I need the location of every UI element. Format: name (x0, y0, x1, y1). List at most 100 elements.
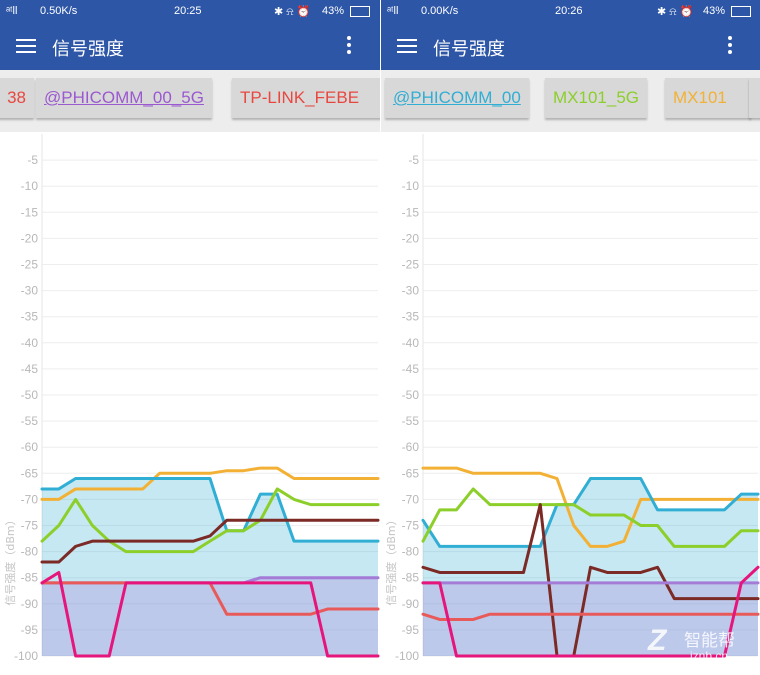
series-line (421, 477, 760, 548)
y-tick-label: -80 (402, 545, 420, 559)
series-line (421, 466, 760, 548)
y-tick-label: -80 (21, 545, 39, 559)
y-tick-label: -70 (402, 492, 420, 506)
ssid-tab-label: MX101_5G (553, 88, 639, 107)
y-tick-label: -45 (402, 362, 420, 376)
y-tick-label: -20 (402, 231, 420, 245)
ssid-tab-label: MX101 (673, 88, 727, 107)
y-tick-label: -60 (21, 440, 39, 454)
ssid-tab[interactable]: TP-LINK_FEBE (232, 78, 380, 118)
y-tick-label: -75 (402, 519, 420, 533)
battery-icon (350, 6, 370, 17)
signal-chart-svg: -5 -10 -15 -20 -25 -30 -35 -40 -45 -50 -55 -60 -65 -7… (395, 134, 760, 663)
series-line (421, 612, 760, 621)
y-tick-label: -75 (21, 519, 39, 533)
y-tick-label: -30 (402, 284, 420, 298)
y-tick-label: -40 (402, 336, 420, 350)
ssid-tab-label: @PHICOMM_00_5G (44, 88, 204, 107)
y-tick-label: -10 (402, 179, 420, 193)
ssid-tab[interactable]: @PHICOMM_00 (385, 78, 529, 118)
status-bar: ᵃᵗll 0.00K/s 20:26 ✱ ⍾ ⏰ 43% (381, 0, 760, 22)
more-options-icon[interactable] (727, 36, 733, 58)
status-icons: ✱ ⍾ ⏰ (274, 6, 311, 18)
y-tick-label: -15 (21, 205, 39, 219)
series-line (421, 503, 760, 658)
battery-level: 43% (322, 5, 345, 17)
ssid-tab-label: 38 (7, 88, 26, 107)
y-tick-label: -95 (21, 623, 39, 637)
y-axis-label: 信号强度（dBm） (385, 514, 398, 606)
series-line (40, 477, 380, 543)
y-tick-label: -15 (402, 205, 420, 219)
app-title: 信号强度 (52, 39, 124, 60)
app-bar: 信号强度 (381, 22, 760, 70)
y-tick-label: -5 (408, 153, 419, 167)
y-tick-label: -100 (14, 649, 38, 663)
watermark-url: iznb.cn (690, 649, 729, 663)
series-line (421, 565, 760, 658)
y-tick-label: -85 (402, 571, 420, 585)
y-tick-label: -35 (402, 310, 420, 324)
app-title: 信号强度 (433, 39, 505, 60)
ssid-tab[interactable]: 38 (0, 78, 34, 118)
y-tick-label: -95 (402, 623, 420, 637)
series-area (42, 478, 378, 656)
y-tick-label: -25 (21, 258, 39, 272)
battery-level: 43% (703, 5, 726, 17)
ssid-tab[interactable]: MX101 (665, 78, 751, 118)
y-tick-label: -90 (21, 597, 39, 611)
y-tick-label: -50 (21, 388, 39, 402)
series-line (40, 570, 380, 658)
y-tick-label: -20 (21, 231, 39, 245)
ssid-tab[interactable] (749, 78, 760, 118)
signal-indicator: ᵃᵗll (387, 5, 399, 17)
clock: 20:26 (555, 5, 583, 17)
watermark-text: 智能帮 (684, 631, 735, 651)
signal-chart-svg: -5 -10 -15 -20 -25 -30 -35 -40 -45 -50 -55 -60 -65 -7… (14, 134, 380, 663)
y-tick-label: -85 (21, 571, 39, 585)
ssid-tab-label: @PHICOMM_00 (393, 88, 521, 107)
signal-strength-chart: -5 -10 -15 -20 -25 -30 -35 -40 -45 -50 -55 -60 -65 -7… (0, 132, 380, 675)
y-tick-label: -70 (21, 492, 39, 506)
app-bar: 信号强度 (0, 22, 380, 70)
y-tick-label: -55 (402, 414, 420, 428)
series-line (40, 487, 380, 554)
y-tick-label: -55 (21, 414, 39, 428)
more-options-icon[interactable] (346, 36, 352, 58)
y-tick-label: -5 (27, 153, 38, 167)
y-tick-label: -100 (395, 649, 419, 663)
y-tick-label: -45 (21, 362, 39, 376)
y-tick-label: -30 (21, 284, 39, 298)
ssid-tab[interactable]: @PHICOMM_00_5G (36, 78, 212, 118)
left-screenshot: ᵃᵗll 0.50K/s 20:25 ✱ ⍾ ⏰ 43% 信号强度 38 @PH… (0, 0, 380, 675)
network-speed: 0.50K/s (40, 5, 78, 17)
menu-icon[interactable] (16, 39, 36, 53)
battery-icon (731, 6, 751, 17)
series-area (423, 582, 758, 656)
status-icons: ✱ ⍾ ⏰ (657, 6, 694, 18)
series-line (421, 487, 760, 548)
watermark-mark: Z (648, 624, 667, 657)
ssid-tab-label: TP-LINK_FEBE (240, 88, 360, 107)
y-tick-label: -65 (402, 466, 420, 480)
y-tick-label: -65 (21, 466, 39, 480)
signal-indicator: ᵃᵗll (6, 5, 18, 17)
menu-icon[interactable] (397, 39, 417, 53)
y-tick-label: -60 (402, 440, 420, 454)
y-tick-label: -40 (21, 336, 39, 350)
series-line (40, 518, 380, 564)
signal-strength-chart: -5 -10 -15 -20 -25 -30 -35 -40 -45 -50 -55 -60 -65 -7… (381, 132, 760, 675)
series-area (42, 577, 378, 656)
clock: 20:25 (174, 5, 202, 17)
y-tick-label: -50 (402, 388, 420, 402)
y-tick-label: -10 (21, 179, 39, 193)
y-tick-label: -35 (21, 310, 39, 324)
y-tick-label: -90 (402, 597, 420, 611)
y-tick-label: -25 (402, 258, 420, 272)
y-axis-label: 信号强度（dBm） (4, 514, 17, 606)
ssid-tab-strip: 38 @PHICOMM_00_5G TP-LINK_FEBE (0, 70, 380, 132)
network-speed: 0.00K/s (421, 5, 459, 17)
right-screenshot: ᵃᵗll 0.00K/s 20:26 ✱ ⍾ ⏰ 43% 信号强度 @PHICO… (381, 0, 760, 675)
ssid-tab-strip: @PHICOMM_00 MX101_5G MX101 (381, 70, 760, 132)
ssid-tab[interactable]: MX101_5G (545, 78, 647, 118)
